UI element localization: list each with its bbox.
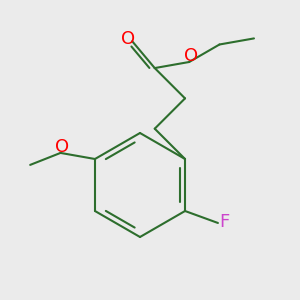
Text: O: O xyxy=(184,47,198,65)
Text: O: O xyxy=(56,138,70,156)
Text: O: O xyxy=(121,30,135,48)
Text: F: F xyxy=(219,213,229,231)
